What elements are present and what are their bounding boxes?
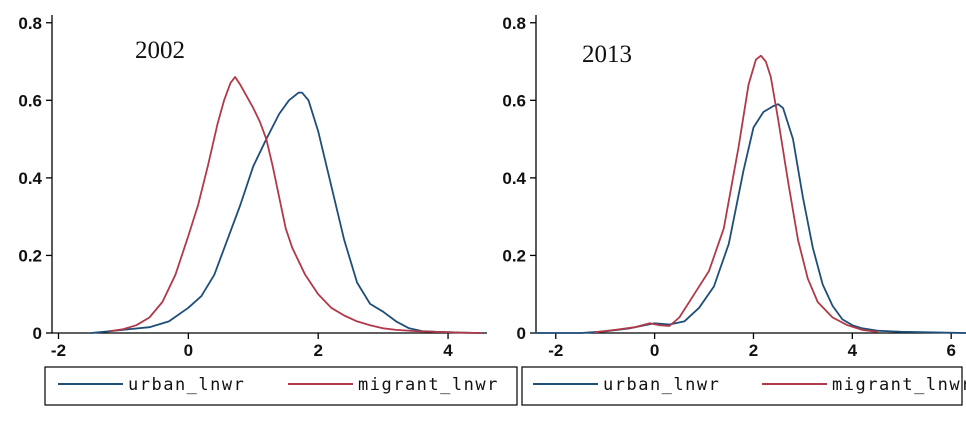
x-tick-label: 0 [184, 341, 193, 360]
legend-box [44, 366, 518, 406]
y-tick-label: 0.6 [18, 91, 42, 110]
chart-title: 2013 [582, 41, 632, 68]
chart-panel-2002: 00.20.40.60.8-2024x2002urban_lnwrmigrant… [18, 14, 518, 406]
x-tick-label: -2 [51, 341, 66, 360]
legend-label: urban_lnwr [128, 375, 245, 395]
series-line-urban-lnwr [535, 103, 966, 334]
y-tick-label: 0.8 [18, 14, 42, 33]
legend-label: migrant_lnwr [832, 375, 966, 395]
legend-box [521, 366, 963, 406]
legend: urban_lnwr migrant_lnwr [521, 366, 966, 406]
x-tick-label: 4 [848, 341, 858, 360]
chart-panel-2013: 00.20.40.60.8-20246x2013urban_lnwrmigran… [502, 14, 966, 406]
y-tick-label: 0 [33, 324, 42, 343]
y-tick-label: 0.2 [18, 246, 42, 265]
chart-title: 2002 [135, 37, 185, 64]
y-tick-label: 0.2 [502, 246, 526, 265]
x-tick-label: -2 [548, 341, 563, 360]
legend-label: urban_lnwr [603, 375, 720, 395]
x-tick-label: 4 [443, 341, 453, 360]
y-tick-label: 0.8 [502, 14, 526, 33]
x-tick-label: 2 [313, 341, 322, 360]
series-line-migrant-lnwr [594, 54, 878, 334]
y-tick-label: 0.4 [502, 169, 526, 188]
legend: urban_lnwr migrant_lnwr [44, 366, 518, 406]
series-line-urban-lnwr [90, 91, 482, 334]
y-tick-label: 0.6 [502, 91, 526, 110]
x-tick-label: 6 [946, 341, 955, 360]
x-tick-label: 0 [650, 341, 659, 360]
y-tick-label: 0.4 [18, 169, 42, 188]
series-line-migrant-lnwr [109, 76, 482, 334]
x-tick-label: 2 [749, 341, 758, 360]
y-tick-label: 0 [517, 324, 526, 343]
legend-label: migrant_lnwr [358, 375, 499, 395]
